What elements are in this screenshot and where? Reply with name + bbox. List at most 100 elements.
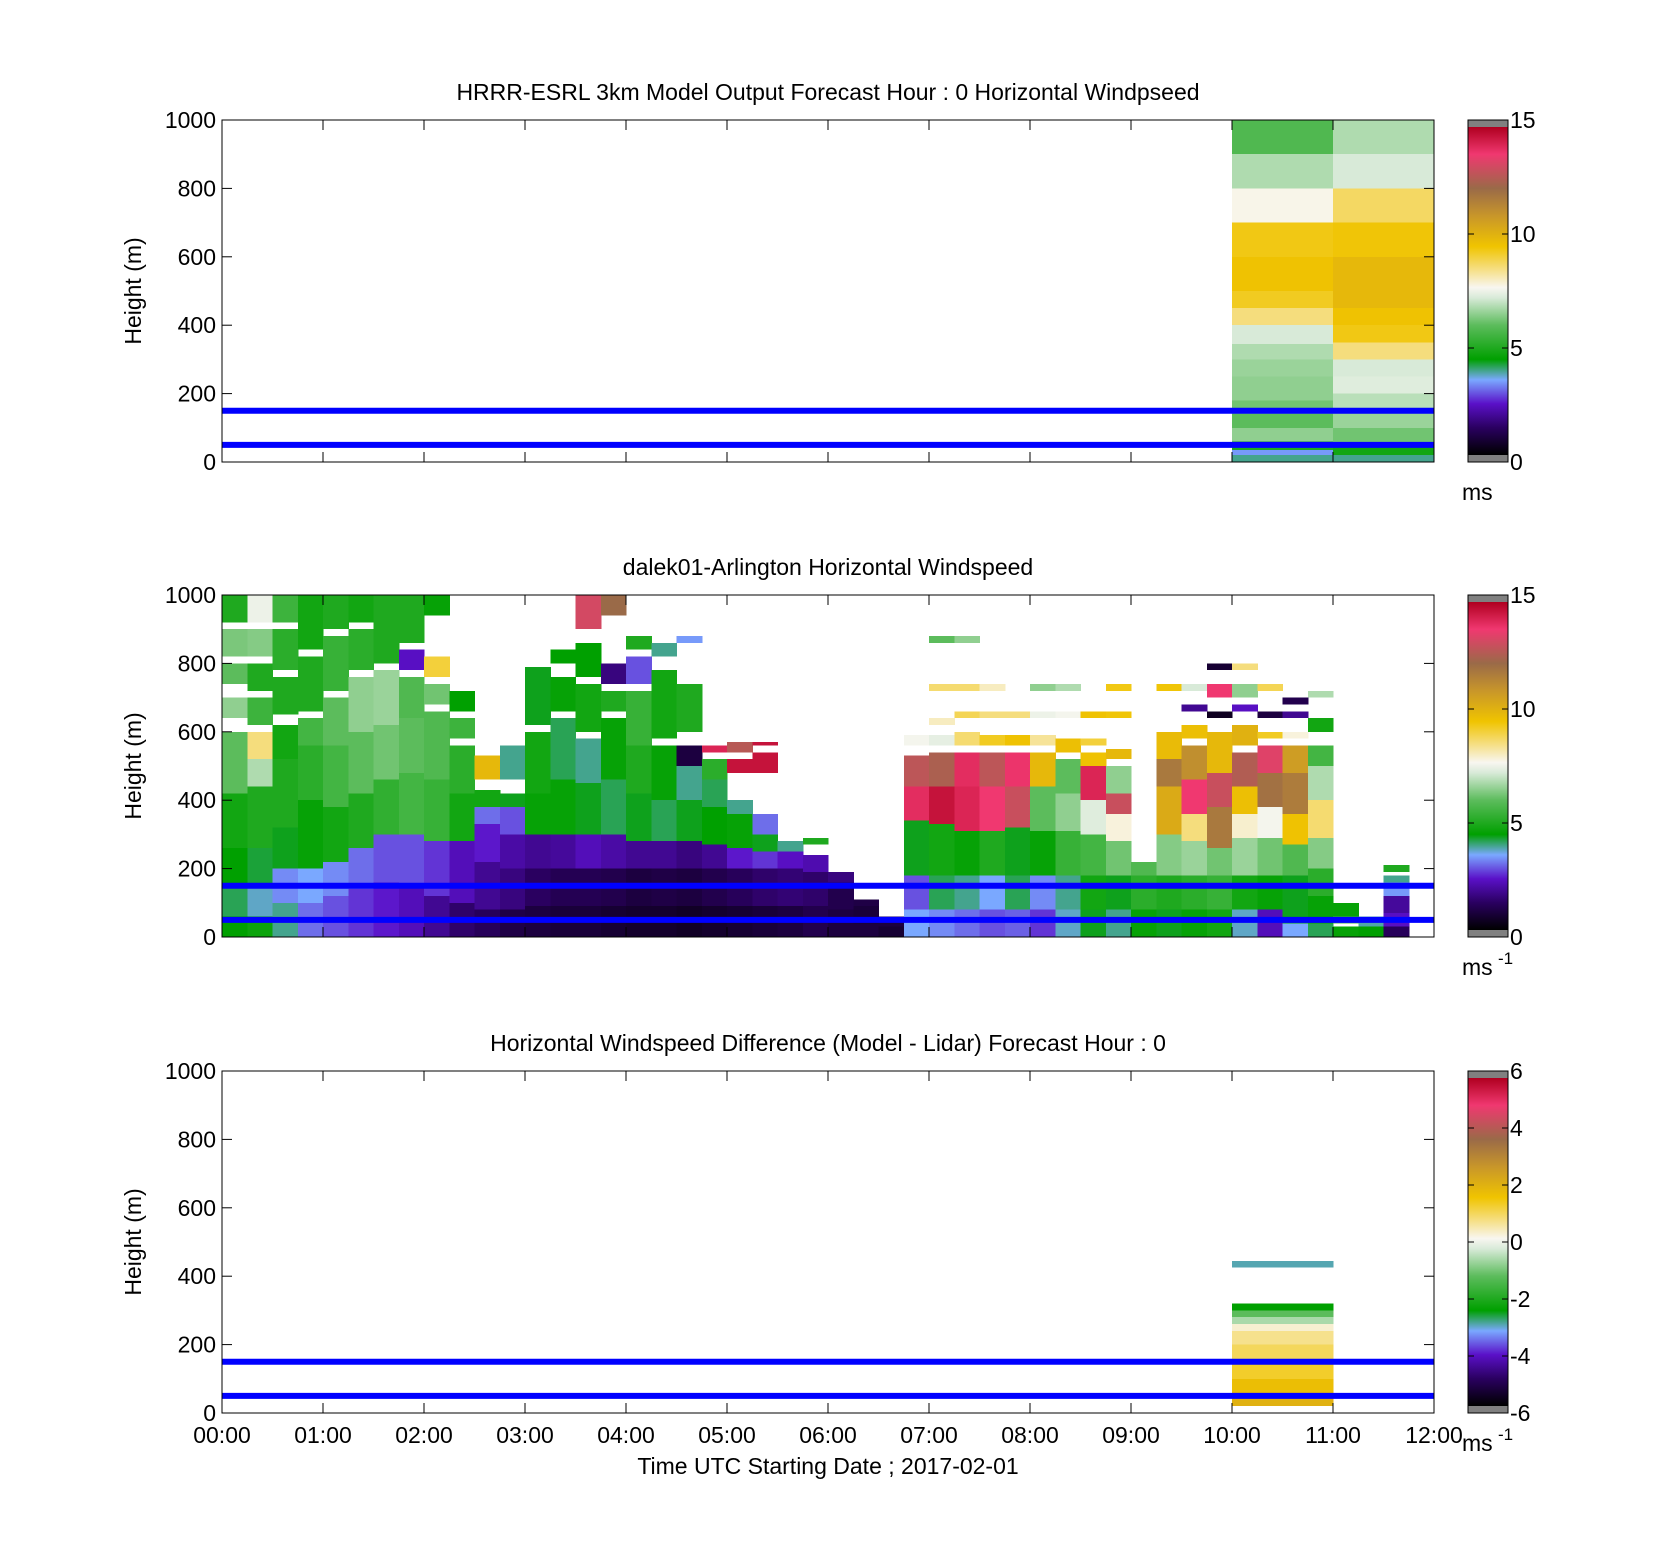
colorbar-tick-label: 6 (1510, 1058, 1523, 1084)
heatmap-cell (1232, 837, 1258, 876)
chart-title: Horizontal Windspeed Difference (Model -… (490, 1030, 1166, 1056)
x-tick-label: 03:00 (496, 1422, 554, 1448)
heatmap-cell (272, 677, 299, 715)
heatmap-cell (1232, 1324, 1334, 1331)
colorbar: 0 5 10 15 ms (1462, 107, 1536, 505)
heatmap-cell (929, 735, 955, 746)
heatmap-cell (878, 926, 905, 937)
heatmap-cell (1181, 704, 1208, 712)
heatmap-cell (424, 595, 450, 616)
heatmap-cell (1333, 393, 1435, 411)
heatmap-cell (1383, 875, 1410, 883)
heatmap-cell (474, 789, 501, 808)
heatmap-cell (676, 841, 703, 869)
heatmap-cell (1232, 291, 1334, 309)
colorbar-unit: ms (1462, 1430, 1493, 1456)
heatmap-cell (600, 718, 627, 780)
heatmap-cell (1333, 120, 1435, 155)
y-axis-label: Height (m) (120, 237, 146, 344)
heatmap-cell (1333, 325, 1435, 343)
heatmap-cell (424, 895, 450, 937)
heatmap-cell (373, 882, 400, 937)
heatmap-cell (903, 875, 930, 910)
heatmap-cell (1282, 731, 1309, 739)
heatmap-cell (1080, 711, 1107, 719)
x-tick-label: 08:00 (1001, 1422, 1059, 1448)
heatmap-cell (1080, 800, 1107, 835)
heatmap-cell (979, 711, 1006, 719)
heatmap-cell (398, 834, 425, 886)
heatmap-cell (323, 745, 349, 808)
heatmap-cell (1232, 813, 1258, 838)
heatmap-cell (954, 875, 981, 910)
colorbar-gradient (1467, 1070, 1509, 1414)
heatmap-cell (1232, 120, 1334, 155)
y-tick-label: 1000 (165, 582, 216, 608)
heatmap-cell (752, 742, 779, 746)
heatmap-cell (1307, 868, 1334, 896)
heatmap-cell (222, 731, 248, 794)
heatmap-cell (373, 724, 400, 780)
y-axis-label: Height (m) (120, 1188, 146, 1295)
heatmap-cell (903, 755, 930, 787)
heatmap-cell (474, 755, 501, 780)
heatmap-cell (1307, 745, 1334, 766)
heatmap-cell (701, 779, 728, 808)
heatmap-cell (222, 697, 248, 719)
heatmap-cell (1004, 909, 1031, 937)
colorbar-tick-label: 5 (1510, 810, 1523, 836)
heatmap-cell (1181, 813, 1208, 842)
heatmap-cell (1307, 766, 1334, 801)
heatmap-cell (499, 834, 526, 869)
y-tick-label: 600 (178, 719, 216, 745)
heatmap-cell (1232, 1378, 1334, 1393)
heatmap-cell (676, 766, 703, 801)
x-axis-label: Time UTC Starting Date ; 2017-02-01 (637, 1453, 1018, 1479)
heatmap-cell (979, 909, 1006, 937)
heatmap-cell (499, 745, 526, 780)
heatmap-cell (600, 690, 627, 712)
heatmap-cell (1232, 308, 1334, 326)
heatmap-cell (247, 885, 274, 917)
heatmap-cell (1131, 909, 1157, 937)
heatmap-cell (272, 595, 299, 623)
heatmap-cell (676, 683, 703, 732)
heatmap-cell (1206, 663, 1233, 671)
heatmap-cell (929, 683, 955, 691)
colorbar-tick-label: 0 (1510, 924, 1523, 950)
heatmap-cell (398, 677, 425, 719)
heatmap-cell (1232, 683, 1258, 698)
heatmap-cell (373, 779, 400, 835)
heatmap-cell (1232, 359, 1334, 377)
heatmap-cell (1232, 427, 1334, 442)
heatmap-cell (853, 899, 880, 907)
heatmap-cell (1307, 718, 1334, 732)
heatmap-cell (1333, 902, 1359, 917)
heatmap-cell (1307, 690, 1334, 698)
heatmap-cell (1333, 376, 1435, 394)
heatmap-cell (272, 629, 299, 671)
heatmap-cell (1004, 752, 1031, 787)
heatmap-cell (1333, 154, 1435, 189)
heatmap-cell (903, 735, 930, 746)
heatmap-cell (1206, 711, 1233, 719)
heatmap-cell (373, 834, 400, 883)
heatmap-cell (1257, 772, 1284, 808)
heatmap-cell (1333, 256, 1435, 309)
heatmap-cell (903, 820, 930, 876)
heatmap-cell (222, 885, 248, 917)
heatmap-cell (1181, 724, 1208, 739)
heatmap-cell (1232, 1317, 1334, 1325)
colorbar-gradient (1467, 119, 1509, 463)
heatmap-cell (1131, 875, 1157, 910)
heatmap-cell (954, 830, 981, 876)
heatmap-cell (1105, 909, 1132, 937)
heatmap-cell (1156, 875, 1183, 910)
heatmap-cell (600, 595, 627, 616)
heatmap-cell (1181, 745, 1208, 780)
heatmap-cell (954, 636, 981, 643)
heatmap-cell (1333, 359, 1435, 377)
colorbar-unit-exponent: -1 (1498, 949, 1513, 968)
heatmap-cell (575, 834, 602, 869)
heatmap-cell (929, 875, 955, 910)
